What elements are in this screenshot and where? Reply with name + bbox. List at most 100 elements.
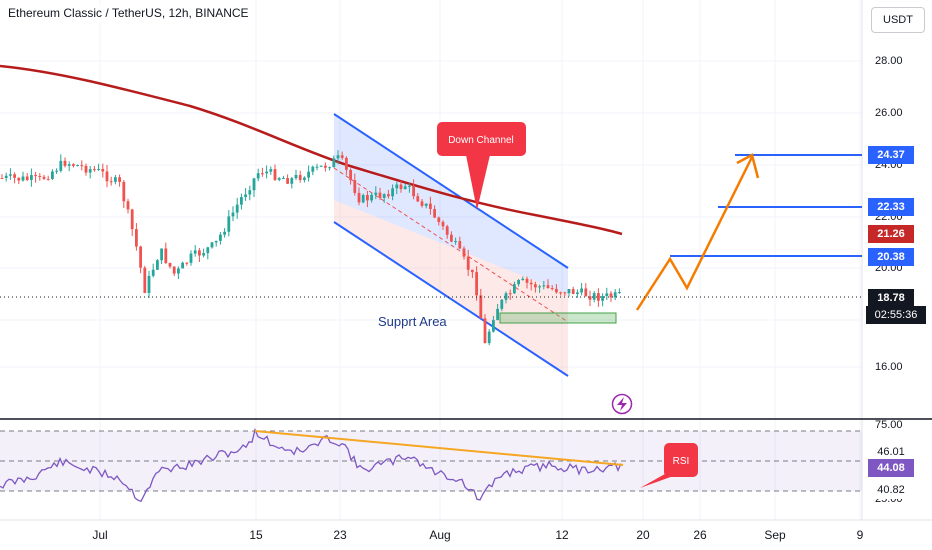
candle-body	[357, 192, 361, 203]
candle-body	[143, 267, 147, 293]
candle-body	[559, 292, 562, 294]
candle-body	[105, 171, 109, 182]
channel-mid-line	[333, 167, 569, 323]
candle-body	[471, 269, 474, 273]
candle-body	[567, 289, 571, 294]
candle-body	[580, 288, 583, 293]
lightning-icon[interactable]	[611, 393, 633, 415]
candle-body	[240, 197, 243, 205]
rsi-callout-label: RSI	[673, 456, 690, 467]
candle-body	[378, 192, 382, 198]
candle-body	[30, 175, 33, 180]
candle-body	[605, 293, 609, 297]
channel-lower-line[interactable]	[333, 221, 569, 377]
rsi-line[interactable]	[0, 427, 622, 503]
candle-body	[517, 280, 520, 285]
candle-body	[231, 212, 235, 217]
candle-body	[202, 253, 205, 256]
candle-body	[475, 272, 478, 296]
candle-body	[206, 247, 210, 254]
candle-body	[151, 269, 155, 276]
support-area-box[interactable]	[499, 312, 617, 324]
candle-body	[135, 229, 138, 247]
time-label: 20	[636, 528, 650, 542]
candle-body	[126, 201, 130, 210]
candle-body	[613, 292, 617, 298]
time-label: Sep	[764, 528, 786, 542]
candle-body	[513, 284, 516, 294]
projection-path[interactable]	[635, 153, 760, 311]
candle-body	[618, 292, 621, 294]
rsi-trendline[interactable]	[254, 430, 624, 466]
candle-body	[248, 190, 252, 195]
candle-body	[420, 201, 424, 206]
price-tick: 26.00	[875, 107, 903, 119]
candle-body	[59, 160, 63, 171]
candle-body	[181, 262, 184, 269]
candle-body	[408, 185, 411, 187]
candle-body	[479, 295, 483, 319]
candle-body	[521, 278, 525, 281]
candle-body	[189, 253, 193, 263]
candle-body	[370, 194, 373, 201]
candle-body	[345, 157, 348, 170]
candle-body	[340, 155, 344, 158]
candle-body	[387, 194, 390, 197]
candle-body	[563, 292, 567, 294]
time-label: Jul	[92, 528, 108, 542]
rsi-callout[interactable]: RSI	[640, 443, 698, 488]
candle-body	[416, 196, 420, 202]
time-label: 15	[249, 528, 263, 542]
candle-body	[349, 169, 352, 181]
candle-body	[307, 171, 310, 178]
rsi-label-current: 44.08	[868, 459, 914, 477]
candle-body	[214, 240, 218, 243]
candle-body	[412, 185, 415, 197]
candle-body	[403, 186, 407, 190]
candle-body	[265, 171, 268, 174]
candles	[0, 150, 621, 346]
candle-body	[13, 174, 16, 178]
candle-body	[298, 174, 302, 180]
channel-upper-line[interactable]	[333, 113, 569, 269]
down-channel-callout[interactable]: Down Channel	[437, 122, 526, 210]
candle-body	[550, 288, 554, 290]
candle-body	[219, 234, 222, 241]
candle-body	[72, 164, 75, 166]
target-lines[interactable]	[670, 154, 862, 257]
candle-body	[198, 250, 201, 256]
candle-body	[546, 285, 550, 289]
candle-body	[588, 296, 592, 300]
time-label: 23	[333, 528, 347, 542]
candle-body	[294, 174, 298, 179]
candle-body	[256, 173, 260, 179]
candle-body	[571, 289, 575, 295]
candle-body	[450, 234, 453, 242]
candle-body	[525, 278, 529, 283]
rsi-tick: 75.00	[875, 419, 903, 431]
candle-body	[466, 256, 470, 270]
bar-countdown: 02:55:36	[866, 306, 926, 324]
down-channel[interactable]	[333, 113, 569, 377]
rsi-label-high: 46.01	[868, 443, 914, 461]
candle-body	[101, 168, 105, 172]
candle-body	[160, 248, 163, 261]
candle-body	[458, 241, 462, 249]
candle-body	[269, 169, 273, 172]
candle-body	[223, 231, 226, 235]
candle-body	[601, 296, 604, 301]
candle-body	[290, 178, 294, 184]
candle-body	[303, 177, 306, 180]
candle-body	[63, 160, 67, 166]
candle-body	[51, 171, 54, 179]
candle-body	[597, 293, 600, 301]
candle-body	[130, 209, 134, 230]
channel-fill-lower	[334, 200, 568, 375]
moving-average-line[interactable]	[0, 64, 623, 236]
candle-body	[177, 268, 180, 274]
candle-body	[366, 195, 369, 201]
candle-body	[399, 184, 403, 190]
currency-selector[interactable]: USDT	[871, 7, 925, 33]
